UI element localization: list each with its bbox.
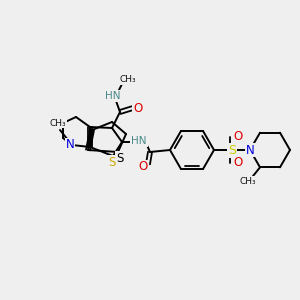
Text: CH₃: CH₃ [50,118,66,127]
Text: N: N [246,143,254,157]
Text: O: O [138,160,148,173]
Text: O: O [134,101,142,115]
Text: O: O [233,130,243,143]
Text: S: S [108,155,116,169]
Text: O: O [233,157,243,169]
Text: CH₃: CH₃ [120,76,136,85]
Text: HN: HN [131,136,147,146]
Text: N: N [66,139,74,152]
Text: S: S [228,143,236,157]
Text: HN: HN [105,91,121,101]
Text: CH₃: CH₃ [240,177,256,186]
Text: S: S [116,152,124,164]
